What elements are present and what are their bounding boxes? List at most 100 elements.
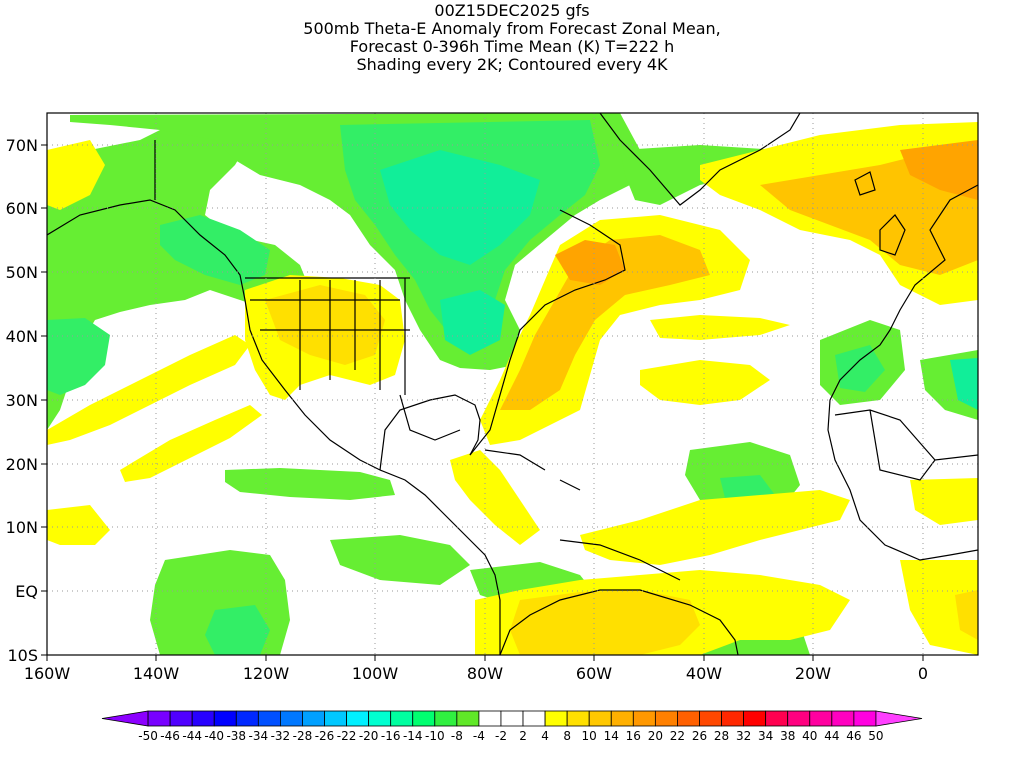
coastlines <box>47 113 978 655</box>
colorbar-swatch <box>324 710 347 727</box>
colorbar-label: 20 <box>648 729 663 743</box>
colorbar-label: -38 <box>226 729 246 743</box>
green-region-tropical-pacific-core <box>205 605 270 655</box>
colorbar-swatch <box>368 710 392 727</box>
y-tick-label: 10N <box>6 518 38 537</box>
colorbar-swatch <box>478 710 502 727</box>
colorbar-swatch <box>101 710 149 727</box>
y-tick-label: 10S <box>7 646 38 665</box>
x-tick-label: 160W <box>24 664 71 683</box>
colorbar-label: 40 <box>802 729 817 743</box>
colorbar-swatch <box>721 710 744 727</box>
colorbar-swatch <box>500 710 524 727</box>
colorbar-swatch <box>853 710 877 727</box>
x-tick-label: 100W <box>352 664 399 683</box>
yellow-region-mid-atlantic <box>640 360 770 405</box>
colorbar-swatch <box>522 710 546 727</box>
colorbar-label: 26 <box>692 729 707 743</box>
green-region-eastern-pacific <box>225 468 395 500</box>
y-axis: 70N 60N 50N 40N 30N 20N 10N EQ 10S <box>6 136 47 665</box>
plot-frame <box>46 112 979 656</box>
yellow-region-tropical-atlantic <box>580 490 850 565</box>
colorbar-label: -8 <box>451 729 463 743</box>
x-tick-label: 140W <box>133 664 180 683</box>
orange-region-atlantic-plume <box>500 235 710 410</box>
colorbar-label: 32 <box>736 729 751 743</box>
orange-region-quebec-core <box>555 240 625 285</box>
green-region-west-pacific-core <box>47 318 110 395</box>
x-tick-label: 120W <box>243 664 290 683</box>
colorbar-swatch <box>743 710 767 727</box>
colorbar-label: 22 <box>670 729 685 743</box>
colorbar-label: -20 <box>359 729 379 743</box>
colorbar-label: 2 <box>519 729 527 743</box>
yellow-region-west-africa <box>910 478 978 525</box>
grid-lines <box>47 113 978 655</box>
colorbar-label: -28 <box>293 729 313 743</box>
green-region-africa-coast-core <box>835 345 885 392</box>
colorbar-label: -14 <box>403 729 423 743</box>
green-region-greatlakes-deep <box>440 290 505 355</box>
colorbar-label: 46 <box>846 729 861 743</box>
colorbar-swatch <box>566 710 590 727</box>
x-axis: 160W 140W 120W 100W 80W 60W 40W 20W 0 <box>24 655 928 683</box>
title-line-3: Forecast 0-396h Time Mean (K) T=222 h <box>349 37 675 56</box>
colorbar-label: 16 <box>626 729 641 743</box>
colorbar-label: -2 <box>495 729 507 743</box>
green-region-west-core <box>160 215 270 285</box>
y-tick-label: EQ <box>15 582 38 601</box>
y-tick-label: 70N <box>6 136 38 155</box>
green-region-nw-pacific <box>47 118 310 430</box>
colorbar-label: 38 <box>780 729 795 743</box>
colorbar-label: 50 <box>868 729 883 743</box>
colorbar-label: -46 <box>160 729 180 743</box>
colorbar-label: -44 <box>182 729 202 743</box>
colorbar-swatch <box>434 710 458 727</box>
colorbar-swatch <box>831 710 855 727</box>
colorbar-swatch <box>544 710 568 727</box>
colorbar-label: -32 <box>271 729 291 743</box>
colorbar-label: 14 <box>604 729 619 743</box>
colorbar-swatch <box>279 710 303 727</box>
colorbar-swatch <box>235 710 259 727</box>
y-tick-label: 40N <box>6 327 38 346</box>
colorbar: -50 -46 -44 -40 -38 -34 -32 -28 -26 -22 -20 -16 -14-… <box>101 710 923 743</box>
colorbar-label: -4 <box>473 729 485 743</box>
x-tick-label: 20W <box>795 664 831 683</box>
x-tick-label: 80W <box>467 664 503 683</box>
colorbar-label: 34 <box>758 729 773 743</box>
colorbar-label: 8 <box>563 729 571 743</box>
x-tick-label: 40W <box>686 664 722 683</box>
y-tick-label: 20N <box>6 455 38 474</box>
colorbar-label: 28 <box>714 729 729 743</box>
colorbar-swatch <box>610 710 634 727</box>
orange-region-europe-core <box>900 140 978 200</box>
y-tick-label: 60N <box>6 199 38 218</box>
orange-region-gulf-guinea <box>955 590 978 640</box>
colorbar-label: 44 <box>824 729 839 743</box>
yellow-region-gulf-guinea <box>900 560 978 655</box>
colorbar-label: -26 <box>315 729 335 743</box>
y-tick-label: 30N <box>6 391 38 410</box>
yellow-region-alaska-west <box>47 140 105 210</box>
colorbar-swatch <box>787 710 811 727</box>
colorbar-label: -10 <box>425 729 445 743</box>
colorbar-swatch <box>191 710 215 727</box>
yellow-band-pacific-sw <box>47 335 250 445</box>
yellow-region-mid-atlantic-2 <box>650 315 790 340</box>
colorbar-label: 4 <box>541 729 549 743</box>
colorbar-label: 10 <box>582 729 597 743</box>
title-line-1: 00Z15DEC2025 gfs <box>434 1 590 20</box>
colorbar-swatch <box>257 710 281 727</box>
colorbar-swatch <box>213 710 237 727</box>
colorbar-swatch <box>456 710 480 727</box>
colorbar-swatch <box>632 710 656 727</box>
shaded-field <box>47 113 978 655</box>
colorbar-swatch <box>412 710 436 727</box>
colorbar-swatch <box>654 710 678 727</box>
colorbar-swatch <box>588 710 612 727</box>
colorbar-swatch <box>699 710 722 727</box>
colorbar-label: -34 <box>249 729 269 743</box>
colorbar-swatch <box>875 710 923 727</box>
